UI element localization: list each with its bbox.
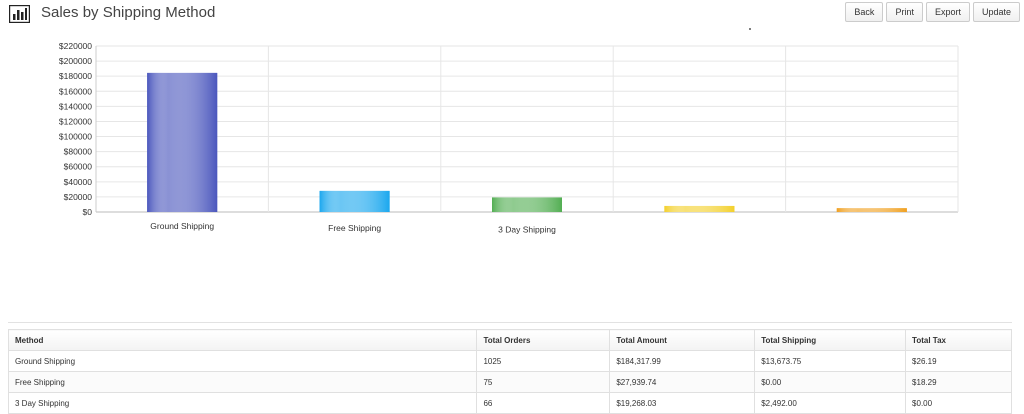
y-tick-label: $120000: [59, 116, 92, 126]
sales-chart: $0 $20000 $40000 $60000 $80000 $100000 $120000…: [0, 36, 1024, 246]
table-header-row: Method Total Orders Total Amount Total Ship…: [7, 329, 1012, 351]
table-cell: 66: [476, 392, 611, 414]
table-cell: $19,268.03: [609, 392, 756, 414]
column-header[interactable]: Total Amount: [609, 329, 756, 351]
table-cell: Free Shipping: [7, 371, 478, 393]
y-tick-label: $60000: [64, 162, 93, 172]
chart-bar-shine: [664, 205, 735, 212]
y-tick-label: $40000: [64, 177, 93, 187]
table-cell: $2,492.00: [754, 392, 907, 414]
x-tick-label: Free Shipping: [328, 223, 381, 233]
table-cell: 3 Day Shipping: [7, 392, 478, 414]
y-tick-label: $180000: [59, 71, 92, 81]
shipping-table: Method Total Orders Total Amount Total Ship…: [7, 329, 1012, 414]
column-header[interactable]: Total Shipping: [754, 329, 907, 351]
y-tick-label: $140000: [59, 101, 92, 111]
x-tick-label: 3 Day Shipping: [498, 225, 556, 235]
y-tick-label: $100000: [59, 132, 92, 142]
table-cell: 75: [476, 371, 611, 393]
table-cell: $18.29: [905, 371, 1012, 393]
chart-bar-shine: [147, 72, 218, 212]
table-cell: $27,939.74: [609, 371, 756, 393]
table-row[interactable]: Free Shipping 75 $27,939.74 $0.00 $18.29: [7, 371, 1012, 393]
table-cell: $26.19: [905, 350, 1012, 372]
y-tick-label: $200000: [59, 56, 92, 66]
chart-bar-shine: [492, 197, 562, 212]
y-tick-label: $0: [83, 207, 93, 217]
table-cell: $0.00: [754, 371, 907, 393]
print-button[interactable]: Print: [886, 2, 923, 22]
column-header[interactable]: Method: [7, 329, 478, 351]
back-button[interactable]: Back: [845, 2, 884, 22]
stray-dot: [749, 28, 751, 30]
y-tick-label: $20000: [64, 192, 93, 202]
table-cell: $0.00: [905, 392, 1012, 414]
table-row[interactable]: Ground Shipping 1025 $184,317.99 $13,673.75…: [7, 350, 1012, 372]
table-cell: $13,673.75: [754, 350, 907, 372]
chart-bar-shine: [319, 190, 390, 212]
column-header[interactable]: Total Tax: [905, 329, 1012, 351]
table-row[interactable]: 3 Day Shipping 66 $19,268.03 $2,492.00 $0.00: [7, 392, 1012, 414]
x-tick-label: Ground Shipping: [150, 221, 214, 231]
column-header[interactable]: Total Orders: [476, 329, 611, 351]
section-divider: [8, 322, 1012, 323]
y-tick-label: $80000: [64, 147, 93, 157]
table-cell: $184,317.99: [609, 350, 756, 372]
update-button[interactable]: Update: [972, 2, 1020, 22]
table-cell: Ground Shipping: [7, 350, 478, 372]
chart-svg: $0 $20000 $40000 $60000 $80000 $100000 $120000…: [59, 41, 959, 235]
page-header: Sales by Shipping Method Back Print Expo…: [0, 0, 1024, 28]
toolbar: Back Print Export Update: [845, 2, 1020, 22]
y-tick-label: $160000: [59, 86, 92, 96]
export-button[interactable]: Export: [925, 2, 970, 22]
y-tick-label: $220000: [59, 41, 92, 51]
chart-bar-shine: [836, 208, 907, 212]
page-title: Sales by Shipping Method: [41, 4, 216, 21]
table-cell: 1025: [476, 350, 611, 372]
bar-chart-icon: [9, 5, 30, 23]
